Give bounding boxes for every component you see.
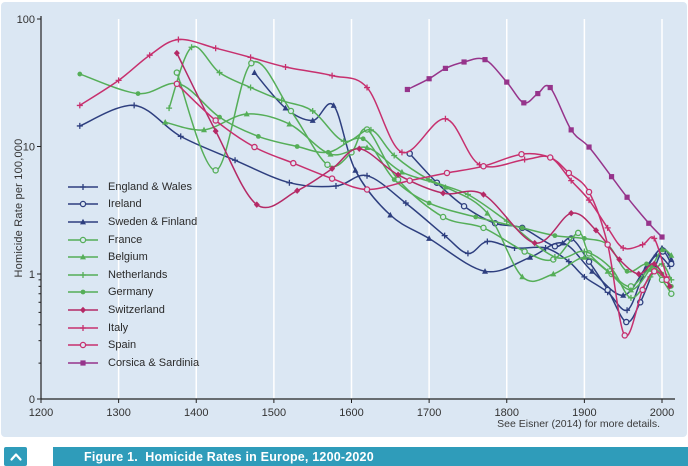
x-tick-label: 1200: [29, 407, 53, 419]
legend-label: Spain: [108, 339, 137, 352]
source-attribution: See Eisner (2014) for more details.: [497, 418, 660, 430]
x-tick-label: 1500: [262, 407, 286, 419]
legend-item-germany: Germany: [67, 284, 199, 302]
legend-marker-triangle-icon: [68, 253, 98, 260]
legend-marker-triangle-icon: [68, 218, 98, 225]
x-tick-label: 1400: [184, 407, 208, 419]
legend-item-italy: Italy: [67, 319, 199, 337]
legend-marker-plus-icon: [68, 183, 98, 190]
legend-marker-plus-icon: [68, 271, 98, 278]
legend-label: Netherlands: [108, 268, 168, 281]
legend-label: Belgium: [108, 251, 148, 264]
legend-label: Corsica & Sardinia: [108, 356, 200, 369]
legend-item-spain: Spain: [67, 336, 199, 354]
legend-item-switzerland: Switzerland: [67, 301, 199, 319]
figure-caption: Figure 1. Homicide Rates in Europe, 1200…: [84, 449, 374, 464]
legend-marker-circle-icon: [68, 289, 98, 295]
legend-label: England & Wales: [108, 180, 192, 193]
legend-label: Sweden & Finland: [108, 215, 198, 228]
x-tick-label: 1300: [106, 407, 130, 419]
series-france: [173, 59, 675, 297]
legend-label: Switzerland: [108, 303, 165, 316]
series-netherlands: [166, 44, 675, 301]
legend-label: Ireland: [108, 198, 142, 211]
legend-item-england-and-wales: England & Wales: [67, 178, 199, 196]
legend-marker-diamond-icon: [68, 306, 98, 314]
x-tick-label: 2000: [650, 407, 674, 419]
chevron-up-icon: [9, 452, 22, 461]
x-tick-label: 1700: [417, 407, 441, 419]
x-tick-label: 1600: [339, 407, 363, 419]
y-tick-label: 10: [23, 142, 35, 154]
y-tick-label: 1: [29, 269, 35, 281]
series-england-and-wales: [76, 102, 673, 314]
legend-label: Germany: [108, 286, 154, 299]
gridlines: [117, 19, 663, 398]
legend-label: France: [108, 233, 143, 246]
legend-marker-square-icon: [68, 360, 98, 366]
chart-panel: 1200 1300 1400 1500 1600 1700 1800 1900 2000 100 1…: [1, 2, 687, 437]
series-spain: [173, 80, 670, 339]
figure-caption-bar: Figure 1. Homicide Rates in Europe, 1200…: [53, 447, 688, 466]
legend-item-ireland: Ireland: [67, 196, 199, 214]
series-corsica-and-sardinia: [404, 57, 665, 240]
legend-label: Italy: [108, 321, 129, 334]
legend-item-netherlands: Netherlands: [67, 266, 199, 284]
homicide-rates-chart: 1200 1300 1400 1500 1600 1700 1800 1900 20001001…: [17, 14, 675, 419]
y-tick-label: 0: [29, 394, 35, 406]
axes: 1200 1300 1400 1500 1600 1700 1800 1900 20001001…: [17, 14, 675, 419]
legend-marker-plus-icon: [68, 324, 98, 331]
series-belgium: [162, 110, 675, 293]
legend-marker-circle-open-icon: [68, 236, 98, 243]
x-tick-label: 1800: [495, 407, 519, 419]
legend-item-france: France: [67, 231, 199, 249]
series-switzerland: [173, 49, 673, 290]
legend-marker-circle-open-icon: [68, 201, 98, 208]
legend-item-sweden-and-finland: Sweden & Finland: [67, 213, 199, 231]
x-tick-label: 1900: [572, 407, 596, 419]
legend: England & Wales Ireland Sweden & Finland Fr…: [67, 178, 199, 372]
y-tick-label: 100: [17, 14, 35, 26]
collapse-figure-button[interactable]: [4, 447, 27, 466]
y-axis-title: Homicide Rate per 100,000: [13, 138, 25, 278]
legend-item-corsica-and-sardinia: Corsica & Sardinia: [67, 354, 199, 372]
legend-item-belgium: Belgium: [67, 248, 199, 266]
legend-marker-circle-open-icon: [68, 341, 98, 349]
